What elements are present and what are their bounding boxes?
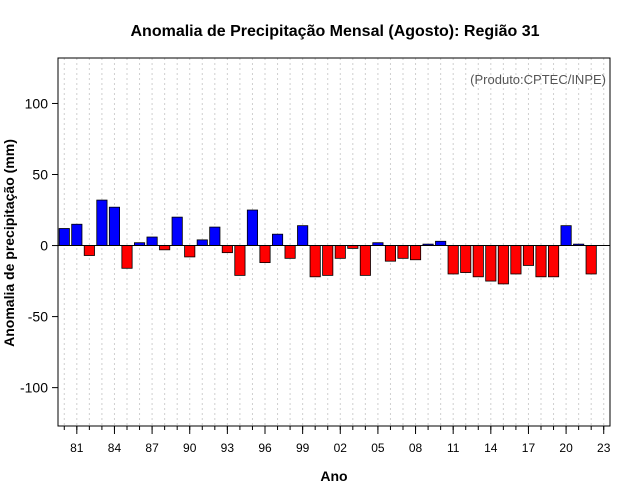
bar-2015 [497, 245, 509, 285]
x-tick-label: 17 [522, 441, 536, 455]
bar-2018 [535, 245, 547, 278]
bar-2011 [447, 245, 459, 275]
x-tick-label: 84 [108, 441, 122, 455]
y-tick-label: 100 [25, 95, 49, 111]
bar-1995 [246, 209, 258, 246]
x-tick-label: 23 [597, 441, 611, 455]
bar-1984 [108, 206, 120, 246]
bar-2008 [410, 245, 422, 261]
bar-1983 [96, 199, 108, 246]
bar-2006 [384, 245, 396, 262]
bars [58, 199, 597, 285]
plot-frame [57, 57, 611, 427]
bar-1990 [184, 245, 196, 258]
bar-2010 [435, 240, 447, 246]
x-tick-label: 99 [296, 441, 310, 455]
bar-2002 [334, 245, 346, 259]
x-axis-label: Ano [320, 468, 347, 484]
source-annotation: (Produto:CPTEC/INPE) [470, 72, 606, 87]
bar-1994 [234, 245, 246, 276]
x-tick-label: 02 [334, 441, 348, 455]
vertical-gridlines [63, 58, 605, 426]
y-tick-label: -50 [28, 309, 48, 325]
bar-2013 [472, 245, 484, 278]
bar-1980 [58, 228, 70, 246]
x-tick-label: 81 [70, 441, 84, 455]
bar-1993 [221, 245, 233, 254]
bar-1985 [121, 245, 133, 269]
bar-1981 [71, 223, 83, 246]
x-tick-label: 20 [559, 441, 573, 455]
bar-2022 [585, 245, 597, 275]
chart-title: Anomalia de Precipitação Mensal (Agosto)… [131, 23, 540, 40]
bar-2012 [460, 245, 472, 273]
bar-2014 [485, 245, 497, 282]
x-axis: 81 84 87 90 93 96 99 02 05 08 11 14 17 20 23 [63, 426, 611, 455]
bar-1987 [146, 236, 158, 246]
y-tick-label: 50 [32, 167, 48, 183]
bar-1998 [284, 245, 296, 259]
bar-1996 [259, 245, 271, 264]
bar-1992 [209, 226, 221, 246]
y-tick-label: 0 [40, 238, 48, 254]
bar-1988 [159, 245, 171, 251]
bar-2020 [560, 225, 572, 246]
bar-2017 [522, 245, 534, 266]
x-tick-label: 11 [447, 441, 460, 455]
y-tick-label: -100 [20, 380, 48, 396]
bar-2007 [397, 245, 409, 259]
x-tick-label: 93 [221, 441, 235, 455]
bar-2000 [309, 245, 321, 278]
x-tick-label: 87 [145, 441, 159, 455]
bar-2001 [322, 245, 334, 276]
x-tick-label: 14 [484, 441, 498, 455]
bar-2016 [510, 245, 522, 275]
bar-2004 [359, 245, 371, 276]
x-tick-label: 08 [409, 441, 423, 455]
y-axis-label: Anomalia de precipitação (mm) [1, 139, 17, 347]
x-tick-label: 90 [183, 441, 197, 455]
bar-1982 [83, 245, 95, 256]
bar-1989 [171, 216, 183, 246]
x-tick-label: 05 [371, 441, 385, 455]
bar-2019 [548, 245, 560, 278]
y-axis: -100 -50 0 50 100 [20, 95, 58, 396]
x-tick-label: 96 [258, 441, 272, 455]
bar-1997 [272, 233, 284, 246]
bar-1991 [196, 239, 208, 246]
bar-1999 [297, 225, 309, 246]
